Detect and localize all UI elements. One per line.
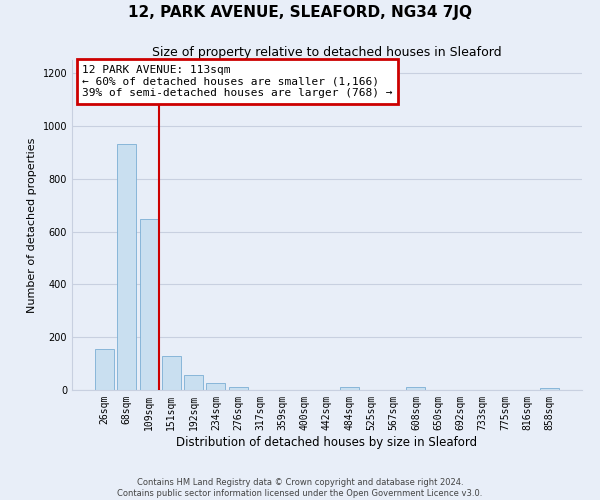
Bar <box>540 388 559 390</box>
Text: 12, PARK AVENUE, SLEAFORD, NG34 7JQ: 12, PARK AVENUE, SLEAFORD, NG34 7JQ <box>128 5 472 20</box>
Bar <box>229 387 248 390</box>
Bar <box>206 382 225 390</box>
Title: Size of property relative to detached houses in Sleaford: Size of property relative to detached ho… <box>152 46 502 59</box>
Text: 12 PARK AVENUE: 113sqm
← 60% of detached houses are smaller (1,166)
39% of semi-: 12 PARK AVENUE: 113sqm ← 60% of detached… <box>82 65 392 98</box>
Bar <box>140 219 158 390</box>
Y-axis label: Number of detached properties: Number of detached properties <box>27 138 37 312</box>
X-axis label: Distribution of detached houses by size in Sleaford: Distribution of detached houses by size … <box>176 436 478 448</box>
Bar <box>184 374 203 390</box>
Bar <box>118 144 136 390</box>
Bar <box>340 388 359 390</box>
Text: Contains HM Land Registry data © Crown copyright and database right 2024.
Contai: Contains HM Land Registry data © Crown c… <box>118 478 482 498</box>
Bar <box>95 349 114 390</box>
Bar <box>162 356 181 390</box>
Bar <box>406 388 425 390</box>
